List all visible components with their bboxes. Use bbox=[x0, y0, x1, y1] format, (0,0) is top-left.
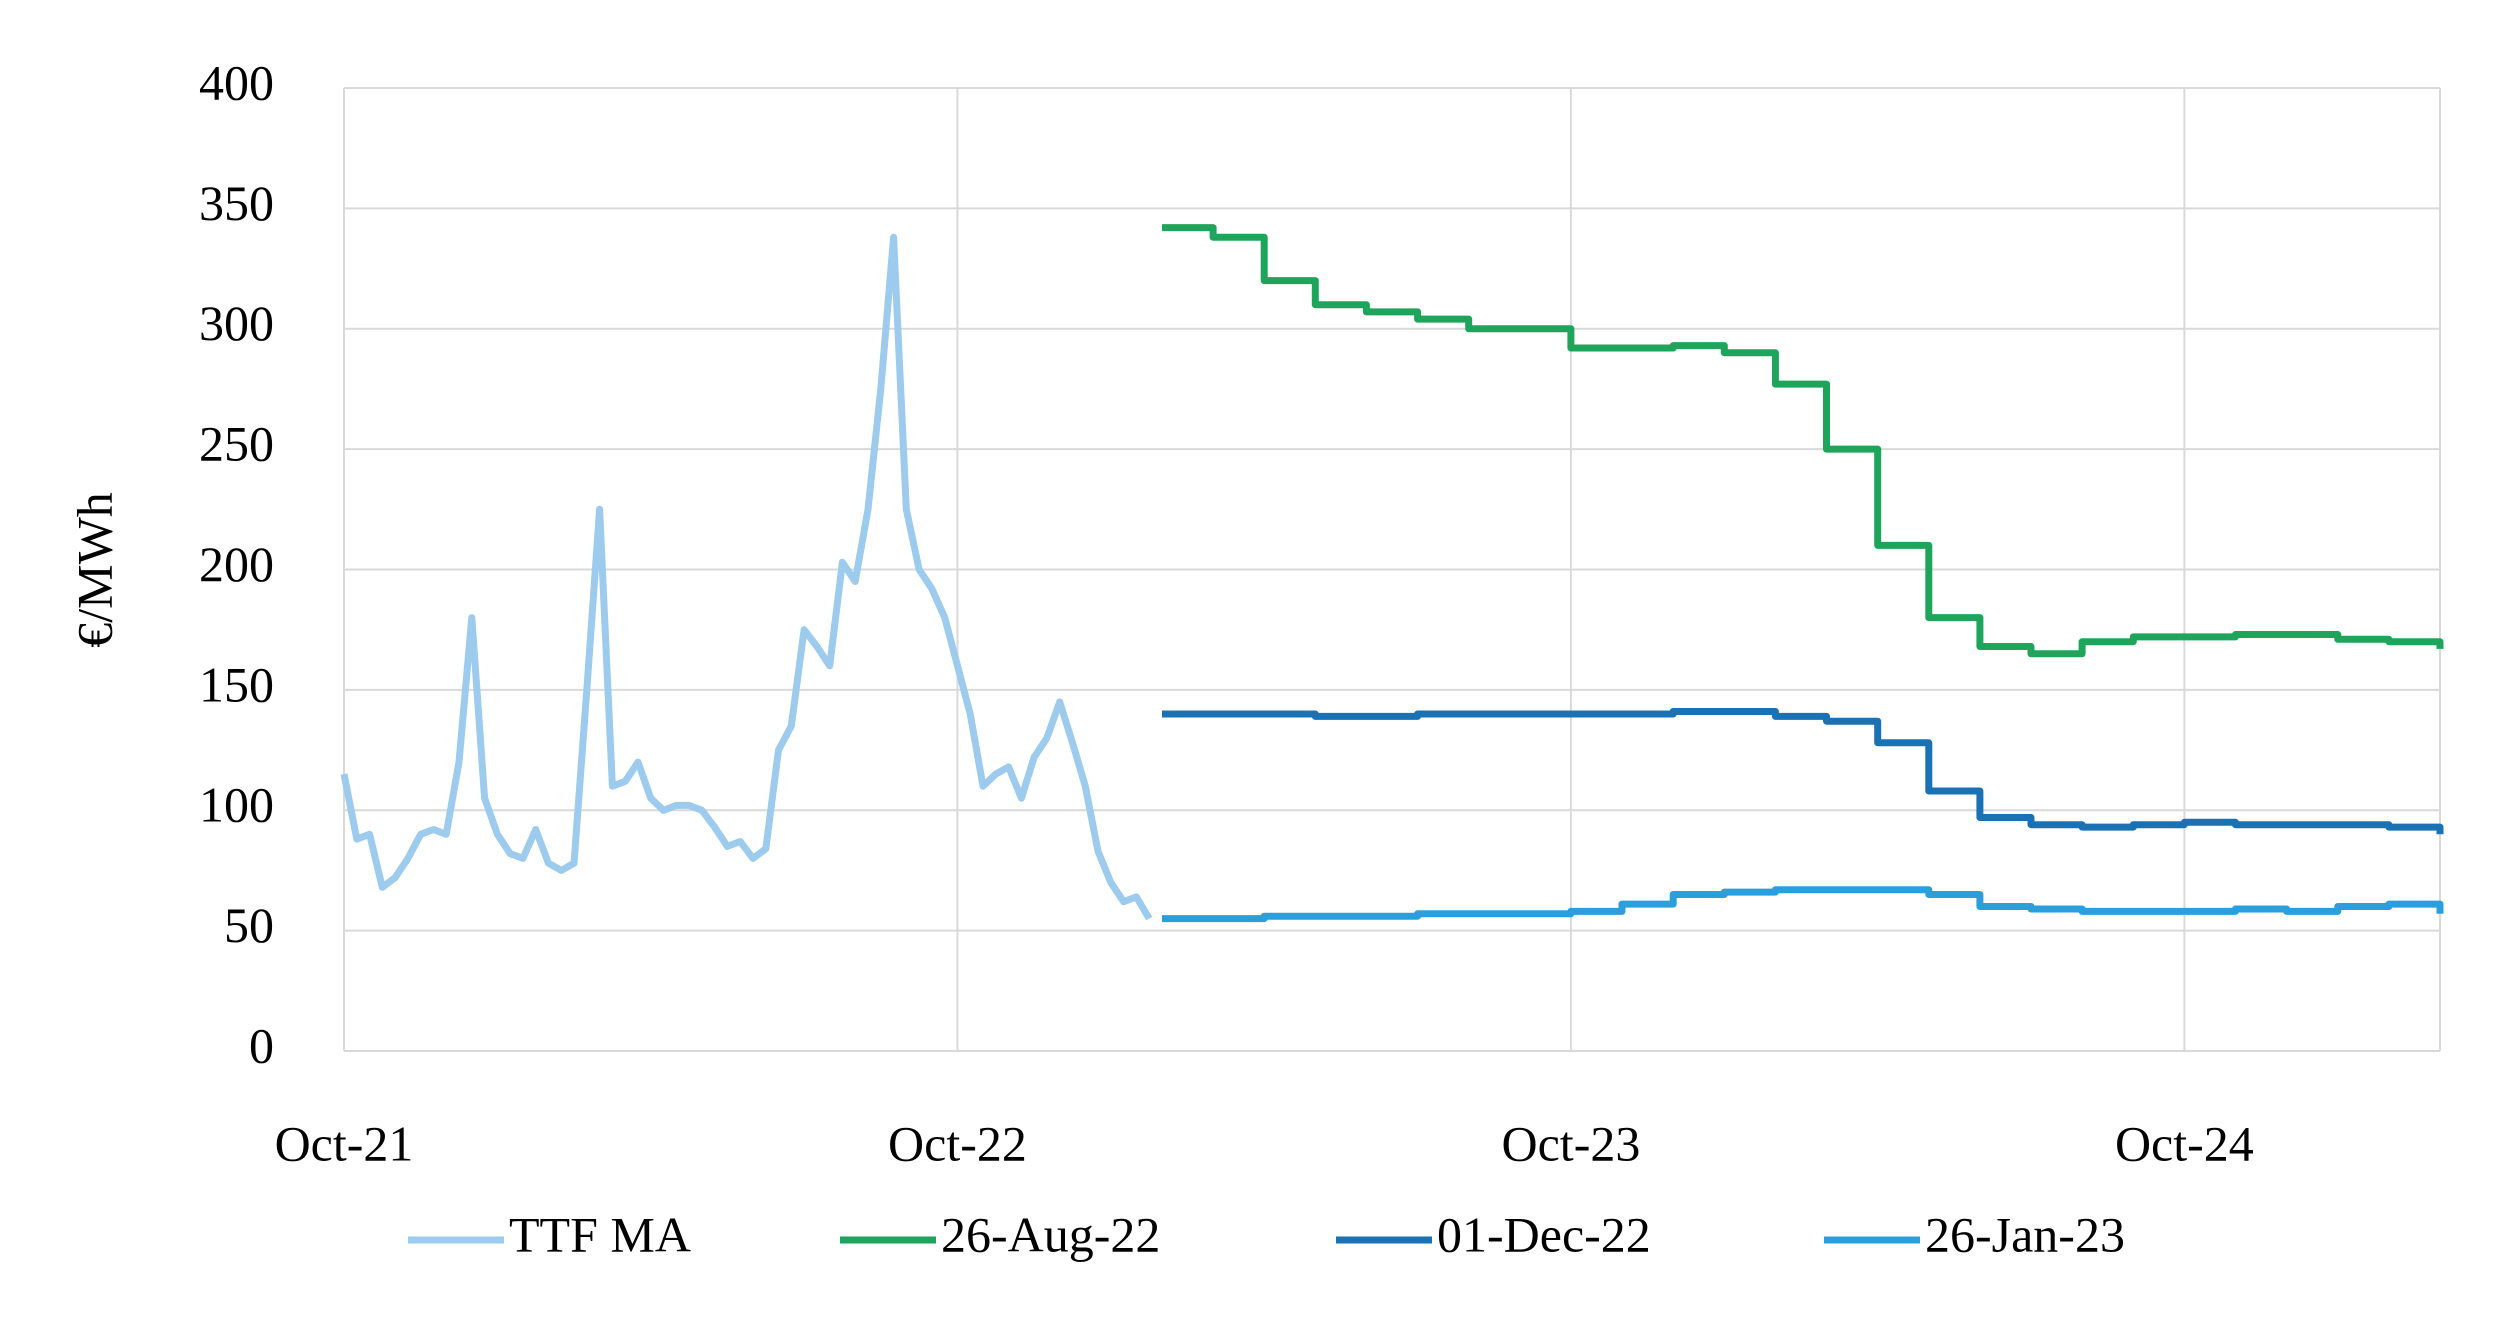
y-tick-label: 150 bbox=[199, 656, 274, 712]
y-tick-label: 250 bbox=[199, 416, 274, 472]
line-series bbox=[1162, 224, 2444, 658]
legend-label: 26-Aug-22 bbox=[941, 1206, 1160, 1262]
y-tick-label: 50 bbox=[224, 897, 274, 953]
y-tick-label: 200 bbox=[199, 536, 274, 592]
y-axis-label: €/MWh bbox=[66, 492, 122, 648]
x-tick-label: Oct-21 bbox=[275, 1115, 414, 1171]
y-tick-label: 300 bbox=[199, 295, 274, 351]
y-tick-label: 350 bbox=[199, 175, 274, 231]
x-tick-label: Oct-23 bbox=[1502, 1115, 1641, 1171]
x-tick-label: Oct-22 bbox=[888, 1115, 1027, 1171]
y-tick-label: 100 bbox=[199, 777, 274, 833]
line-series bbox=[1162, 708, 2444, 835]
legend-label: 26-Jan-23 bbox=[1925, 1206, 2125, 1262]
y-tick-label: 400 bbox=[199, 54, 274, 110]
line-series bbox=[340, 233, 1153, 921]
legend-label: 01-Dec-22 bbox=[1437, 1206, 1651, 1262]
y-tick-label: 0 bbox=[249, 1017, 274, 1073]
legend-label: TTF MA bbox=[509, 1206, 691, 1262]
line-series bbox=[1162, 886, 2444, 923]
x-tick-label: Oct-24 bbox=[2115, 1115, 2254, 1171]
